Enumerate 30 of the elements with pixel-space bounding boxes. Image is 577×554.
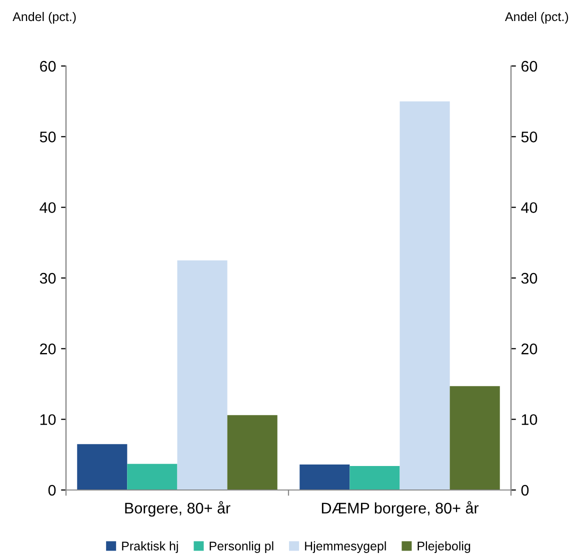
y-tick-label: 20 xyxy=(40,344,56,354)
legend-label: Hjemmesygepl xyxy=(305,541,386,553)
x-tick-label: Borgere, 80+ år xyxy=(125,501,230,517)
bar xyxy=(227,415,278,490)
bar xyxy=(127,464,178,490)
bar xyxy=(300,464,350,490)
bar xyxy=(400,101,450,490)
y2-tick-label: 60 xyxy=(522,60,538,72)
bar xyxy=(350,466,400,490)
legend-label: Plejebolig xyxy=(418,541,470,553)
y-tick-label: 10 xyxy=(40,414,56,426)
y2-tick-label: 20 xyxy=(521,344,538,354)
y2-tick-label: 40 xyxy=(521,202,538,214)
y-axis-title: Andel (pct.) xyxy=(12,12,76,24)
legend-label: Personlig pl xyxy=(210,541,274,553)
bar xyxy=(177,260,228,490)
bar xyxy=(450,386,500,490)
y-tick-label: 30 xyxy=(40,272,56,284)
y2-tick-label: 0 xyxy=(521,484,529,496)
y-tick-label: 50 xyxy=(40,132,56,142)
y2-axis-title: Andel (pct.) xyxy=(504,12,568,24)
x-tick-label: DÆMP borgere, 80+ år xyxy=(322,501,479,517)
y2-tick-label: 10 xyxy=(522,414,538,426)
y2-tick-label: 30 xyxy=(521,272,538,284)
y-tick-label: 40 xyxy=(40,202,56,214)
y-tick-label: 0 xyxy=(48,484,56,496)
y-tick-label: 60 xyxy=(40,60,56,72)
legend-label: Praktisk hj xyxy=(122,541,178,553)
y2-tick-label: 50 xyxy=(521,132,538,142)
bar xyxy=(77,444,128,490)
